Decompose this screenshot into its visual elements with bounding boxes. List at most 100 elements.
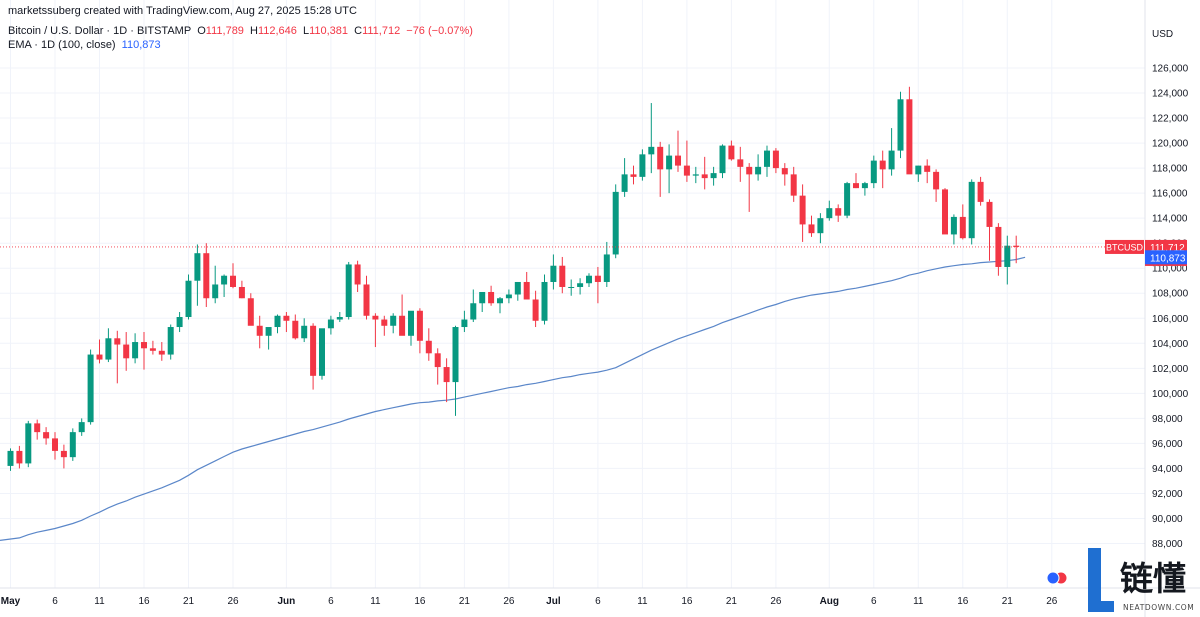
candle-body[interactable]: [327, 319, 334, 329]
candle-body[interactable]: [425, 340, 432, 354]
candle-body[interactable]: [274, 315, 281, 328]
candle-body[interactable]: [639, 154, 646, 177]
candle-body[interactable]: [719, 145, 726, 174]
candle-body[interactable]: [372, 315, 379, 320]
candle-body[interactable]: [710, 173, 717, 179]
candle-body[interactable]: [799, 195, 806, 225]
candle-body[interactable]: [470, 303, 477, 320]
candle-body[interactable]: [586, 275, 592, 284]
candle-body[interactable]: [675, 155, 681, 166]
candle-body[interactable]: [399, 315, 406, 336]
candle-body[interactable]: [363, 284, 370, 316]
candle-body[interactable]: [559, 265, 566, 287]
candle-body[interactable]: [897, 99, 904, 151]
candle-body[interactable]: [434, 353, 441, 368]
candle-body[interactable]: [390, 315, 397, 326]
candle-body[interactable]: [764, 150, 770, 167]
candle-body[interactable]: [817, 218, 824, 234]
candle-body[interactable]: [755, 166, 762, 175]
candle-body[interactable]: [176, 317, 183, 328]
candle-body[interactable]: [158, 350, 165, 355]
candle-body[interactable]: [416, 310, 423, 341]
candle-body[interactable]: [1013, 245, 1020, 247]
candle-body[interactable]: [942, 189, 948, 235]
candle-body[interactable]: [968, 181, 975, 239]
candle-body[interactable]: [488, 291, 495, 304]
candle-body[interactable]: [959, 216, 966, 239]
candle-body[interactable]: [550, 265, 557, 282]
ema-line[interactable]: [0, 256, 1026, 541]
candle-body[interactable]: [746, 166, 753, 175]
candle-body[interactable]: [924, 165, 931, 172]
candle-body[interactable]: [336, 317, 343, 320]
candle-body[interactable]: [594, 275, 601, 282]
candle-body[interactable]: [52, 438, 58, 451]
candle-body[interactable]: [25, 423, 32, 464]
candle-body[interactable]: [879, 160, 886, 170]
candle-body[interactable]: [283, 315, 290, 321]
candle-body[interactable]: [78, 422, 85, 433]
candle-body[interactable]: [630, 174, 637, 177]
candle-body[interactable]: [870, 160, 877, 184]
candle-body[interactable]: [452, 327, 459, 383]
candle-body[interactable]: [683, 165, 690, 176]
candle-body[interactable]: [505, 294, 512, 299]
candle-body[interactable]: [203, 253, 210, 299]
candle-body[interactable]: [16, 450, 23, 464]
candle-body[interactable]: [861, 183, 868, 189]
candle-body[interactable]: [301, 325, 308, 339]
candle-body[interactable]: [194, 253, 201, 281]
candle-body[interactable]: [666, 155, 673, 170]
candle-body[interactable]: [835, 208, 842, 216]
candle-body[interactable]: [87, 354, 94, 423]
candle-body[interactable]: [221, 275, 228, 285]
ema-label[interactable]: EMA · 1D (100, close): [8, 39, 116, 51]
candle-body[interactable]: [995, 226, 1002, 267]
candle-body[interactable]: [986, 201, 993, 227]
candle-body[interactable]: [408, 310, 414, 336]
candle-body[interactable]: [844, 183, 851, 216]
candle-body[interactable]: [443, 367, 450, 383]
candle-body[interactable]: [826, 208, 833, 219]
candle-body[interactable]: [541, 281, 548, 321]
candle-body[interactable]: [514, 281, 521, 295]
candle-body[interactable]: [577, 283, 584, 287]
candle-body[interactable]: [612, 191, 619, 255]
candle-body[interactable]: [132, 342, 139, 359]
candle-body[interactable]: [853, 183, 859, 189]
candle-body[interactable]: [915, 165, 922, 175]
candle-body[interactable]: [772, 150, 779, 169]
candle-body[interactable]: [345, 264, 352, 318]
candle-body[interactable]: [256, 325, 263, 336]
candle-body[interactable]: [310, 325, 317, 376]
candle-body[interactable]: [728, 145, 735, 160]
symbol-title[interactable]: Bitcoin / U.S. Dollar · 1D · BITSTAMP: [8, 25, 192, 37]
candle-body[interactable]: [950, 216, 957, 235]
candle-body[interactable]: [737, 159, 744, 167]
candle-body[interactable]: [790, 174, 797, 196]
candle-body[interactable]: [105, 338, 112, 360]
candle-body[interactable]: [185, 280, 192, 318]
candle-body[interactable]: [523, 281, 530, 300]
candle-body[interactable]: [781, 168, 788, 175]
candle-body[interactable]: [114, 338, 121, 345]
candle-body[interactable]: [888, 150, 895, 170]
candle-body[interactable]: [933, 171, 940, 190]
candle-body[interactable]: [212, 284, 219, 299]
candle-body[interactable]: [265, 327, 272, 336]
candle-body[interactable]: [621, 174, 628, 192]
candle-body[interactable]: [149, 348, 156, 351]
candle-body[interactable]: [657, 146, 664, 170]
candle-body[interactable]: [532, 299, 539, 321]
candle-body[interactable]: [977, 181, 984, 202]
candle-body[interactable]: [123, 344, 130, 359]
candle-body[interactable]: [354, 264, 361, 285]
candle-body[interactable]: [96, 354, 103, 360]
candle-body[interactable]: [247, 298, 254, 326]
candle-body[interactable]: [568, 286, 575, 288]
candle-body[interactable]: [292, 320, 299, 339]
candle-body[interactable]: [230, 275, 236, 287]
candle-body[interactable]: [461, 319, 468, 328]
candle-body[interactable]: [238, 286, 245, 299]
